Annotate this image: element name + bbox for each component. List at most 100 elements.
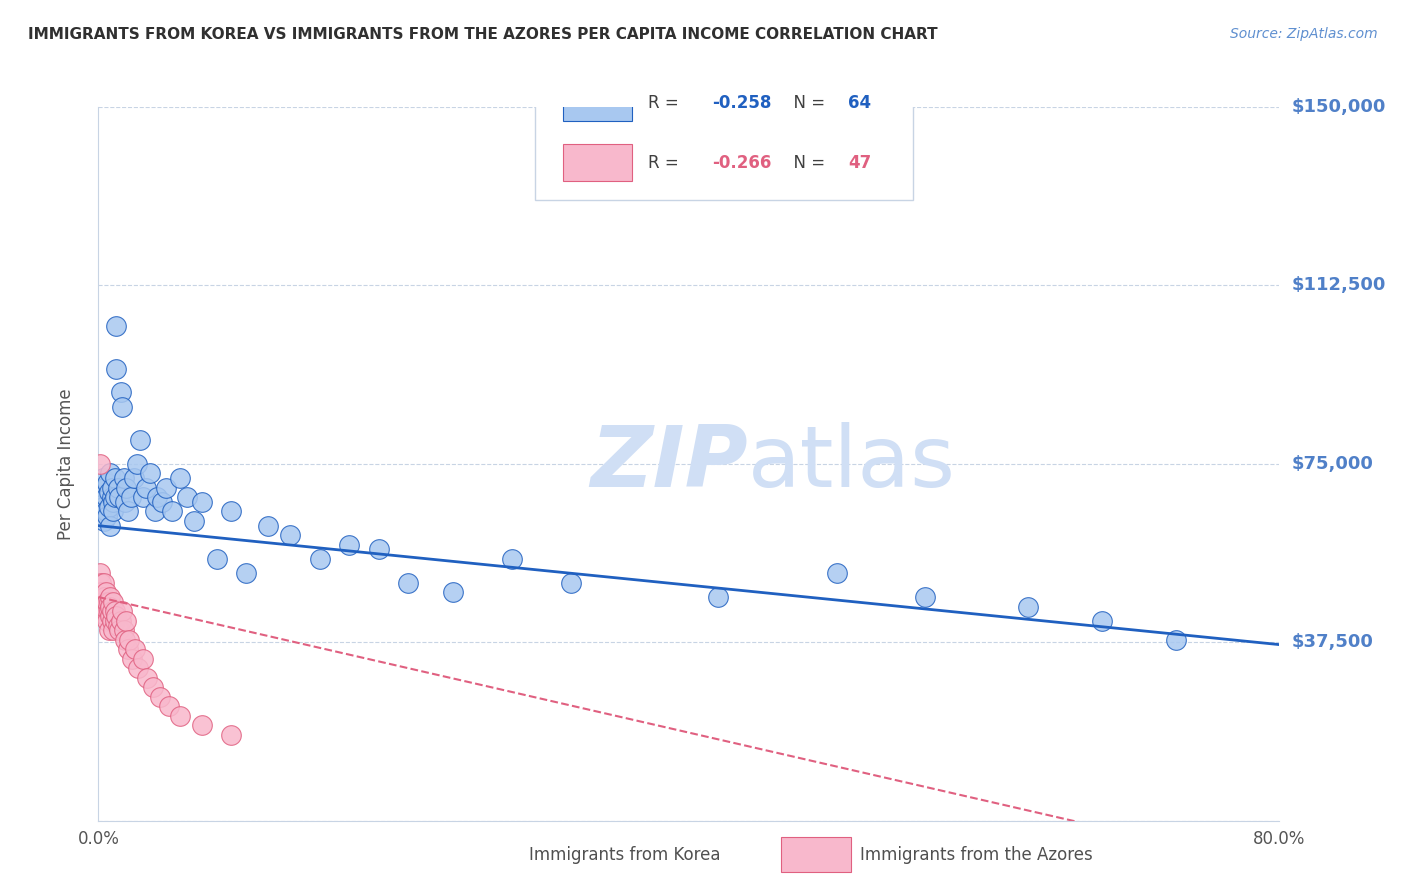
Point [191,718,214,732]
Point [110,614,132,628]
Point [108,624,131,638]
Point [100,490,122,504]
Point [396,575,419,590]
Point [176,490,198,504]
Point [107,618,129,632]
Point [105,609,128,624]
Point [183,514,205,528]
Point [89,566,111,581]
Text: atlas: atlas [748,422,956,506]
Point [91,595,114,609]
Point [1017,599,1039,614]
Y-axis label: Per Capita Income: Per Capita Income [56,388,75,540]
Point [115,614,138,628]
Point [169,471,191,485]
Point [150,495,173,509]
Text: Immigrants from the Azores: Immigrants from the Azores [860,846,1092,863]
Text: $150,000: $150,000 [1291,98,1386,116]
Point [128,433,150,447]
Point [93,481,115,495]
Point [98,609,121,624]
Point [149,690,172,704]
Text: Immigrants from Korea: Immigrants from Korea [530,846,721,863]
Point [117,642,139,657]
Point [121,652,143,666]
Point [91,471,114,485]
Text: N =: N = [783,94,831,112]
Point [98,518,121,533]
Point [191,495,214,509]
Point [103,624,125,638]
Point [94,609,117,624]
Point [89,457,111,471]
Point [91,500,114,514]
Point [94,504,117,518]
FancyBboxPatch shape [562,84,633,121]
Point [103,595,125,609]
Point [114,495,136,509]
Point [114,632,136,647]
Point [112,471,135,485]
Point [100,614,122,628]
Point [441,585,464,599]
Point [139,467,162,481]
Point [914,590,936,604]
Text: R =: R = [648,94,683,112]
Text: N =: N = [783,153,831,171]
Point [98,590,121,604]
Text: $75,000: $75,000 [1291,455,1374,473]
Point [111,604,134,618]
Point [127,661,149,675]
Point [103,495,125,509]
Point [90,490,112,504]
Point [132,490,155,504]
Point [107,481,129,495]
Point [104,471,127,485]
Point [112,624,135,638]
Point [337,538,360,552]
Point [110,385,132,400]
Point [93,514,115,528]
Text: -0.258: -0.258 [713,94,772,112]
Text: 64: 64 [848,94,872,112]
Point [278,528,302,542]
Point [104,604,127,618]
Text: 47: 47 [848,153,872,171]
Point [368,542,391,557]
Point [90,575,112,590]
FancyBboxPatch shape [450,837,520,872]
Point [98,599,121,614]
Point [94,490,117,504]
FancyBboxPatch shape [562,145,633,181]
Point [90,585,112,599]
Point [96,509,118,524]
Point [117,504,139,518]
Point [104,614,127,628]
FancyBboxPatch shape [536,86,914,200]
Point [120,490,142,504]
Text: $112,500: $112,500 [1291,277,1386,294]
Point [124,642,146,657]
Point [100,604,122,618]
Point [707,590,730,604]
Point [103,504,125,518]
Point [96,595,118,609]
Point [560,575,582,590]
Point [108,490,131,504]
Point [97,624,120,638]
FancyBboxPatch shape [782,837,851,872]
Point [97,595,120,609]
Point [98,467,121,481]
Point [219,504,242,518]
Point [96,604,118,618]
Point [97,604,120,618]
Point [235,566,257,581]
Text: IMMIGRANTS FROM KOREA VS IMMIGRANTS FROM THE AZORES PER CAPITA INCOME CORRELATIO: IMMIGRANTS FROM KOREA VS IMMIGRANTS FROM… [28,27,938,42]
Point [125,457,148,471]
Point [257,518,280,533]
Text: $37,500: $37,500 [1291,633,1374,651]
Point [93,575,115,590]
Point [96,475,118,490]
Point [1091,614,1114,628]
Point [89,504,111,518]
